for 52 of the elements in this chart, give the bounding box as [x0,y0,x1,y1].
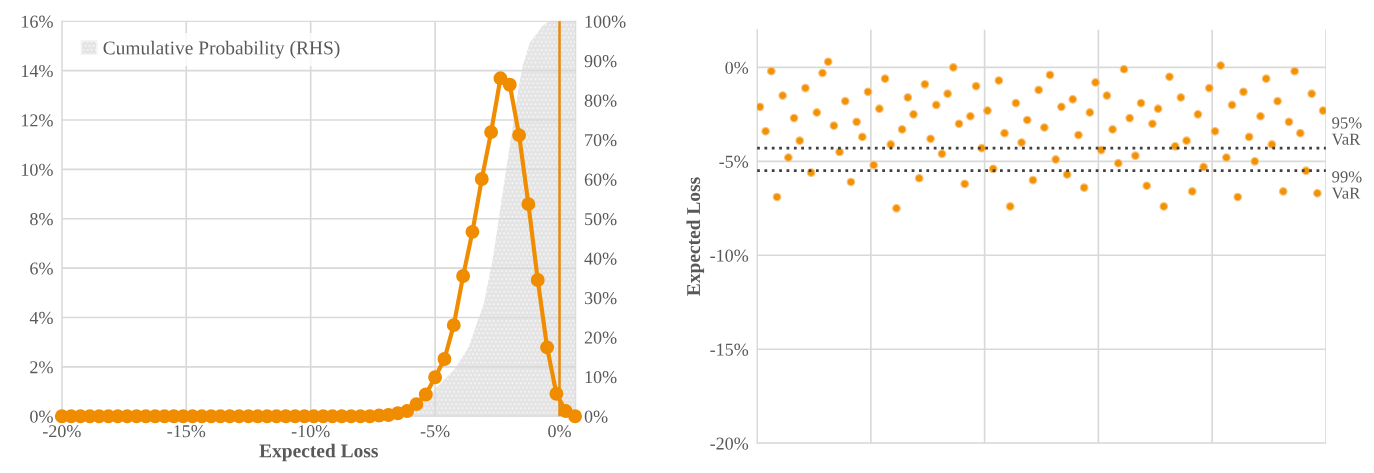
ref-line-label: 99% VaR [1331,171,1362,199]
y2-tick-label: 50% [585,213,617,226]
x-tick-label: 0% [548,425,571,438]
point [465,224,480,239]
y-tick-label: 4% [29,311,53,324]
point [400,404,415,419]
y2-tick-label: 20% [584,331,617,344]
y-tick-label: 12% [21,114,53,127]
point [521,197,536,212]
point [474,172,489,186]
legend-label: Cumulative Probability (RHS) [103,40,340,59]
y2-tick-label: 10% [585,371,617,384]
y2-tick-label: 80% [584,94,617,107]
point [409,397,424,412]
ref-line-label: 95% VaR [1331,117,1362,145]
y-tick-label: 2% [30,361,53,374]
y2-tick-label: 70% [585,134,617,147]
point [446,318,461,333]
point [484,125,499,140]
point [530,273,545,287]
y-tick-label: 0% [30,410,53,423]
y-tick-label: 10% [21,163,53,176]
y2-tick-label: 30% [584,292,617,305]
y-tick-label: -15% [710,343,749,356]
x-axis-title: Expected Loss [259,443,378,462]
y2-tick-label: 90% [584,55,617,68]
y2-tick-label: 40% [584,252,617,265]
point [428,370,443,385]
point [568,409,583,424]
y2-tick-label: 100% [585,15,626,28]
y-tick-label: -5% [719,155,749,168]
point [540,340,555,355]
y2-tick-label: 60% [584,173,617,186]
y-axis-title: Expected Loss [686,177,705,296]
x-tick-label: -5% [420,425,450,438]
x-tick-label: -15% [167,425,206,438]
y-tick-label: -10% [710,249,749,262]
point [418,387,433,402]
y2-tick-label: 0% [584,410,608,423]
point [512,128,527,143]
y-tick-label: 14% [21,64,53,78]
y-tick-label: 16% [21,15,53,28]
point [502,77,517,92]
y-tick-label: -20% [710,437,749,450]
point [437,352,452,366]
x-tick-label: -20% [42,425,81,438]
y-tick-label: 0% [725,61,749,74]
y-tick-label: 8% [30,213,53,226]
x-tick-label: -10% [291,425,330,438]
y-tick-label: 6% [30,262,53,275]
point [456,269,471,283]
point [549,386,564,401]
